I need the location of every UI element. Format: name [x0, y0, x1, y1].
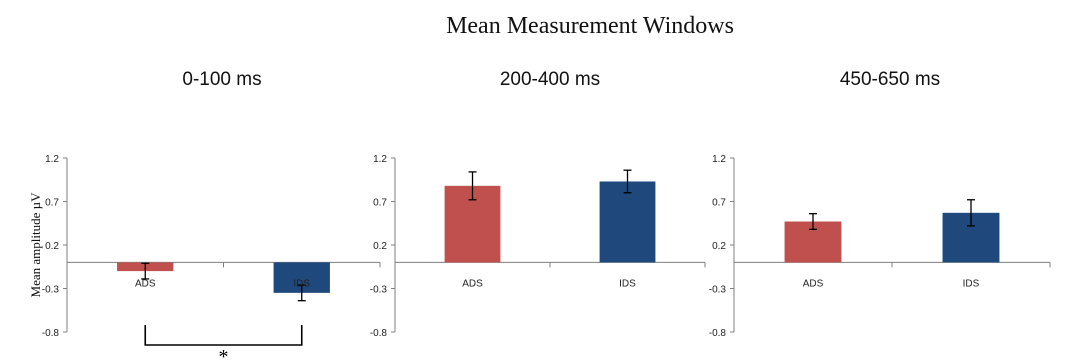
y-tick-label: -0.8	[42, 328, 60, 339]
y-tick-label: 0.7	[373, 198, 387, 209]
y-tick-label: 0.7	[45, 198, 59, 209]
bar-ids	[599, 181, 656, 263]
y-tick-label: -0.8	[709, 328, 727, 339]
y-tick-label: 0.2	[712, 241, 726, 252]
y-tick-label: -0.8	[370, 328, 388, 339]
panel-title: 200-400 ms	[500, 69, 600, 90]
y-tick-label: 1.2	[373, 154, 387, 165]
y-tick-label: 0.2	[45, 241, 59, 252]
x-tick-label: IDS	[293, 278, 310, 289]
y-tick-label: -0.3	[370, 285, 388, 296]
panel-0-100ms: 0-100 ms Mean amplitude µV 1.2 0.7 0.2 -0.3…	[28, 69, 381, 364]
y-tick-label: 0.7	[712, 198, 726, 209]
y-tick-label: -0.3	[42, 285, 60, 296]
figure-title: Mean Measurement Windows	[446, 13, 734, 39]
y-tick-label: 0.2	[373, 241, 387, 252]
x-tick-label: ADS	[135, 278, 156, 289]
panel-title: 0-100 ms	[182, 69, 261, 90]
x-tick-label: IDS	[619, 278, 636, 289]
y-tick-label: 1.2	[712, 154, 726, 165]
panel-450-650ms: 450-650 ms 1.2 0.7 0.2 -0.3 -0.8 ADS IDS	[709, 69, 1051, 339]
panel-title: 450-650 ms	[840, 69, 940, 90]
significance-marker: *	[219, 346, 229, 364]
panel-200-400ms: 200-400 ms 1.2 0.7 0.2 -0.3 -0.8 ADS IDS	[370, 69, 706, 339]
x-tick-label: IDS	[963, 278, 980, 289]
significance-bracket	[144, 325, 303, 346]
y-tick-label: 1.2	[45, 154, 59, 165]
y-axis-label: Mean amplitude µV	[28, 192, 43, 298]
x-tick-label: ADS	[462, 278, 483, 289]
y-tick-label: -0.3	[709, 285, 727, 296]
x-tick-label: ADS	[803, 278, 824, 289]
